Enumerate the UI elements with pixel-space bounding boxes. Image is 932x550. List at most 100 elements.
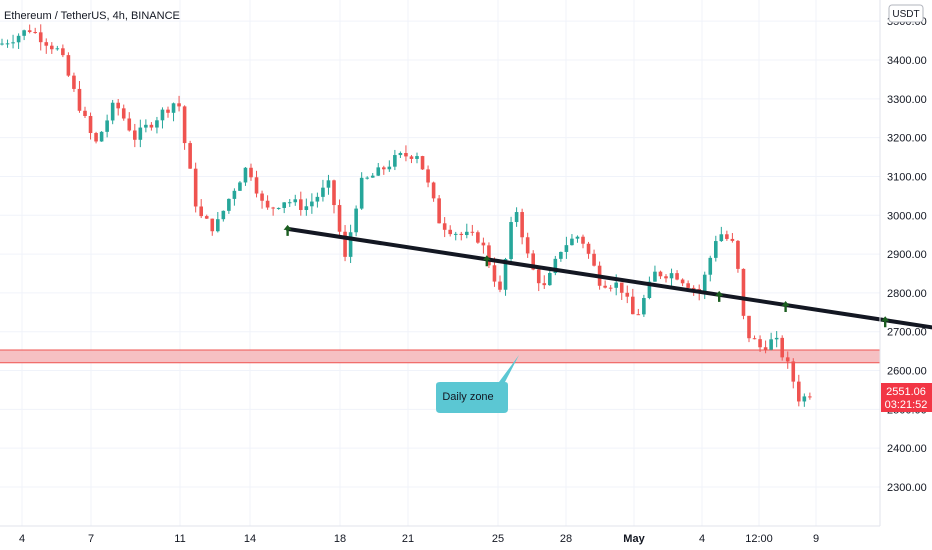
last-price-value: 2551.06: [886, 386, 926, 398]
trendline-layer: [285, 226, 932, 330]
candle-body: [758, 339, 762, 348]
candle-body: [88, 115, 93, 134]
trendline: [285, 226, 932, 330]
time-tick-label: May: [623, 533, 645, 545]
candle-body: [144, 124, 148, 128]
candle-body: [188, 143, 192, 169]
candle-body: [525, 237, 530, 254]
candle-body: [398, 152, 403, 156]
candle-body: [16, 35, 21, 43]
candle-body: [287, 202, 292, 204]
last-price-box: [881, 383, 932, 412]
candle-body: [221, 210, 226, 220]
candle-body: [110, 102, 115, 121]
price-tick-label: 2900.00: [887, 249, 927, 261]
candle-body: [44, 42, 49, 46]
candle-body: [299, 199, 303, 211]
candles: [0, 24, 812, 407]
candle-body: [509, 222, 513, 260]
candle-body: [326, 180, 331, 188]
candle-body: [636, 314, 641, 316]
candle-body: [61, 48, 65, 56]
price-tick-label: 3400.00: [887, 55, 927, 67]
candle-body: [348, 232, 353, 257]
candle-body: [520, 212, 524, 238]
candle-body: [802, 396, 807, 402]
candle-body: [708, 257, 713, 275]
currency-badge[interactable]: USDT: [888, 4, 924, 23]
candle-body: [171, 103, 176, 113]
grid: [0, 0, 880, 526]
candle-body: [741, 268, 746, 316]
candle-body: [321, 187, 325, 197]
candle-body: [785, 357, 790, 362]
time-tick-label: 4: [699, 533, 705, 545]
candle-body: [66, 55, 71, 76]
candle-body: [310, 201, 314, 207]
candle-body: [592, 253, 596, 266]
up-arrow-marker: [482, 255, 491, 267]
candle-body: [282, 202, 286, 208]
candle-body: [138, 127, 143, 140]
candle-body: [658, 271, 663, 277]
candle-body: [216, 219, 220, 232]
candle-body: [448, 229, 452, 235]
candle-body: [531, 253, 535, 270]
candle-body: [332, 180, 336, 206]
price-tick-label: 3300.00: [887, 94, 927, 106]
candle-body: [415, 156, 419, 159]
time-tick-label: 28: [560, 533, 572, 545]
price-tick-label: 2800.00: [887, 288, 927, 300]
candle-body: [714, 241, 718, 258]
up-arrow-marker: [781, 300, 790, 312]
candle-body: [370, 175, 375, 178]
candle-body: [653, 271, 657, 282]
time-axis[interactable]: 4 7 11 14 18 21 25 28 May 4 12:00 9: [19, 533, 819, 545]
time-tick-label: 7: [88, 533, 94, 545]
candle-body: [442, 223, 447, 230]
candle-body: [382, 167, 386, 170]
candle-body: [465, 231, 469, 236]
candle-body: [747, 315, 751, 339]
candle-body: [387, 166, 392, 170]
candle-body: [503, 259, 508, 290]
touch-arrows: [283, 224, 890, 328]
candle-body: [774, 337, 779, 340]
candle-body: [409, 156, 414, 159]
price-axis[interactable]: 2300.002400.002500.002600.002700.002800.…: [887, 16, 927, 494]
candle-body: [625, 292, 630, 297]
candle-body: [265, 200, 270, 208]
candle-body: [155, 120, 159, 128]
candle-body: [808, 396, 812, 398]
candle-body: [459, 233, 464, 236]
candle-body: [647, 281, 652, 299]
candle-body: [127, 118, 132, 131]
candle-body: [763, 347, 768, 350]
price-tick-label: 2700.00: [887, 327, 927, 339]
candle-body: [199, 206, 203, 217]
candle-body: [619, 282, 624, 293]
candle-body: [669, 273, 674, 279]
candle-body: [536, 269, 541, 284]
symbol-title[interactable]: Ethereum / TetherUS, 4h, BINANCE: [4, 10, 180, 22]
price-tick-label: 2400.00: [887, 443, 927, 455]
candle-body: [0, 43, 4, 45]
candle-body: [492, 265, 497, 282]
up-arrow-marker: [881, 316, 890, 328]
time-tick-label: 25: [492, 533, 504, 545]
candle-body: [736, 240, 740, 269]
up-arrow-marker: [283, 224, 292, 236]
candle-body: [77, 88, 82, 111]
currency-badge-label: USDT: [892, 9, 919, 20]
currency-badge-box: [888, 4, 924, 23]
candle-body: [50, 45, 54, 50]
candle-body: [791, 361, 796, 382]
candle-body: [564, 245, 569, 252]
zone-band: [0, 349, 880, 363]
candle-body: [343, 231, 347, 257]
candle-body: [603, 285, 607, 288]
candle-body: [166, 109, 170, 113]
candle-body: [121, 108, 126, 119]
